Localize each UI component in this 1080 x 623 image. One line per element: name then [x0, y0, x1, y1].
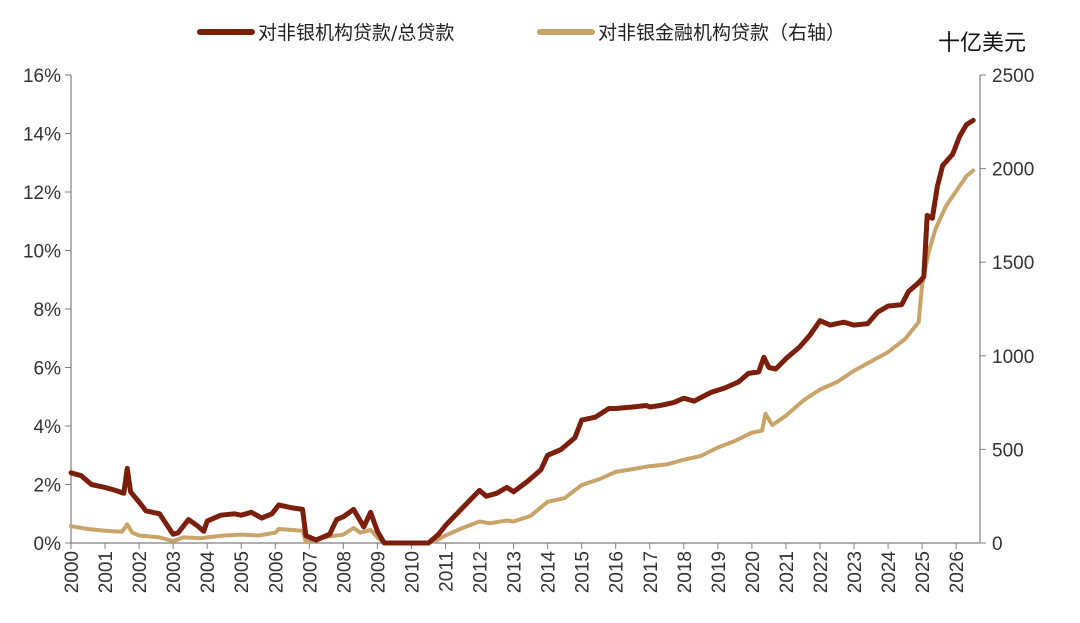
axes: 0% 2% 4% 6% 8% 10% 12% 14% 16% 0 500 1000 1500 2000 25… [23, 66, 1034, 593]
x-axis-tick-label: 2023 [845, 551, 866, 593]
left-axis-tick-label: 2% [34, 476, 62, 497]
right-axis-tick-label: 500 [992, 440, 1024, 461]
x-axis-tick-label: 2000 [62, 551, 83, 593]
left-axis-tick-label: 12% [23, 183, 61, 204]
x-axis-tick-label: 2008 [334, 551, 355, 593]
x-axis-tick-label: 2003 [164, 551, 185, 593]
right-axis-tick-label: 1000 [992, 347, 1034, 368]
legend: 对非银机构贷款/总贷款 对非银金融机构贷款（右轴） [197, 22, 845, 44]
left-axis-tick-label: 0% [34, 534, 62, 555]
x-axis-tick-label: 2016 [607, 551, 628, 593]
x-axis-tick-label: 2017 [641, 551, 662, 593]
x-axis-tick-label: 2011 [436, 551, 457, 592]
x-axis-tick-label: 2004 [198, 551, 219, 594]
right-axis-tick-label: 2500 [992, 66, 1034, 87]
series-layer [68, 117, 976, 546]
x-axis-tick-label: 2010 [402, 551, 423, 593]
left-axis-tick-label: 16% [23, 66, 61, 87]
x-axis-tick-label: 2005 [232, 551, 253, 593]
x-axis-tick-label: 2002 [130, 551, 151, 593]
left-axis-tick-label: 4% [34, 417, 62, 438]
series-line-1 [68, 117, 976, 546]
x-axis-tick-label: 2022 [811, 551, 832, 593]
x-axis-tick-label: 2015 [573, 551, 594, 593]
x-axis-tick-label: 2001 [96, 551, 117, 593]
x-axis-tick-label: 2025 [913, 551, 934, 593]
x-axis-tick-label: 2006 [266, 551, 287, 593]
x-axis-tick-label: 2012 [471, 551, 492, 593]
right-axis-tick-label: 2000 [992, 160, 1034, 181]
x-axis-tick-label: 2018 [675, 551, 696, 593]
left-axis-tick-label: 8% [34, 300, 62, 321]
x-axis-tick-label: 2019 [709, 551, 730, 593]
x-axis-tick-label: 2009 [368, 551, 389, 593]
x-axis-tick-label: 2020 [743, 551, 764, 593]
x-axis-tick-label: 2026 [947, 551, 968, 593]
series-line-2 [69, 168, 976, 545]
left-axis-tick-label: 14% [23, 125, 61, 146]
x-axis-tick-label: 2024 [879, 551, 900, 594]
legend-label-series-2: 对非银金融机构贷款（右轴） [598, 22, 845, 44]
right-axis-tick-label: 0 [992, 534, 1003, 555]
x-axis-tick-label: 2014 [539, 551, 560, 594]
x-axis-tick-label: 2021 [777, 551, 798, 593]
left-axis-tick-label: 10% [23, 242, 61, 263]
right-axis-unit-label: 十亿美元 [938, 31, 1026, 56]
x-axis-tick-label: 2007 [300, 551, 321, 593]
right-axis-tick-label: 1500 [992, 253, 1034, 274]
legend-label-series-1: 对非银机构贷款/总贷款 [258, 22, 454, 44]
x-axis-tick-label: 2013 [505, 551, 526, 593]
left-axis-tick-label: 6% [34, 359, 62, 380]
